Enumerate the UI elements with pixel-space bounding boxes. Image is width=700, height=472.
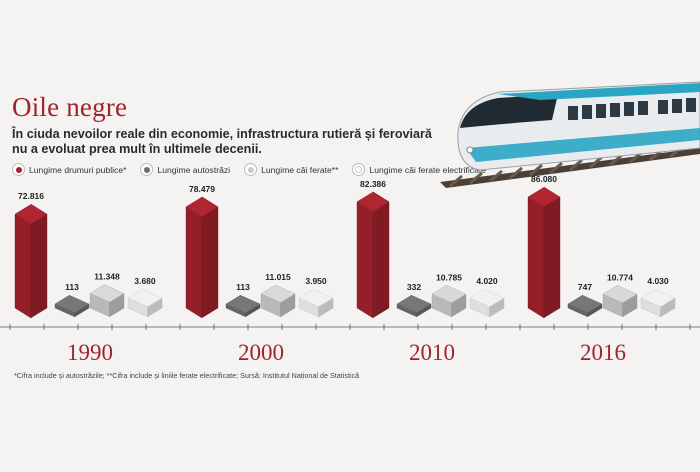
train-icon [457,81,700,171]
bar-top [185,196,219,217]
legend-dot-light-gray-icon [244,163,258,176]
data-label: 72.816 [18,191,44,201]
bar-front [14,213,31,319]
bar-top [89,284,125,303]
bar-top [225,294,261,314]
data-label: 82.386 [360,179,386,189]
data-label: 86.080 [531,174,557,184]
legend-label: Lungime autostrăzi [157,164,231,175]
bar-side [543,196,561,319]
bar-top [298,288,334,308]
data-label: 10.785 [436,272,462,282]
bar-top [260,284,296,303]
x-tick-label: 2010 [409,340,455,365]
bar-top [602,285,638,304]
legend-label: Lungime drumuri publice* [29,164,127,175]
footnote: *Cifra include și autostrăzile; **Cifra … [14,371,360,380]
bar-top [431,285,467,304]
legend-dot-dark-gray-icon [140,163,154,176]
bar-top [14,203,48,225]
data-label: 3.950 [305,276,327,286]
chart-title: Oile negre [12,92,128,122]
legend-item-autostrazi: Lungime autostrăzi [140,163,230,176]
legend-item-drumuri: Lungime drumuri publice* [12,163,126,176]
bar-top [527,186,561,208]
data-label: 113 [236,282,250,292]
bar-top [640,288,676,308]
x-tick-label: 2016 [580,340,626,365]
data-label: 11.348 [94,272,120,282]
bar-top [54,294,90,314]
bar-front [356,201,373,319]
data-label: 113 [65,282,79,292]
legend: Lungime drumuri publice* Lungime autostr… [12,163,486,176]
bar-side [30,213,48,319]
rails-icon [440,145,700,188]
legend-dot-white-icon [352,163,366,176]
data-label: 78.479 [189,184,215,194]
data-label: 11.015 [265,272,291,282]
data-label: 3.680 [134,276,156,286]
bar-top [356,191,390,212]
chart-subtitle: În ciuda nevoilor reale din economie, in… [12,127,432,156]
train-illustration [440,81,700,188]
legend-item-electrificate: Lungime căi ferate electrificate [352,163,486,176]
bar-front [527,196,544,319]
bar-top [469,288,505,308]
legend-label: Lungime căi ferate electrificate [369,164,487,175]
bar-front [185,206,203,319]
x-tick-label: 2000 [238,340,284,365]
data-label: 4.020 [476,276,498,286]
bar-side [201,206,219,319]
data-label: 747 [578,282,592,292]
x-tick-label: 1990 [67,340,113,365]
legend-label: Lungime căi ferate** [261,164,339,175]
bar-side [372,201,390,319]
legend-dot-red-icon [12,163,25,176]
data-label: 332 [407,282,421,292]
legend-item-cai-ferate: Lungime căi ferate** [244,163,338,176]
bar-top [396,294,432,314]
data-label: 4.030 [647,276,669,286]
data-label: 10.774 [607,272,633,282]
bar-top [127,288,163,308]
bar-top [567,294,603,314]
